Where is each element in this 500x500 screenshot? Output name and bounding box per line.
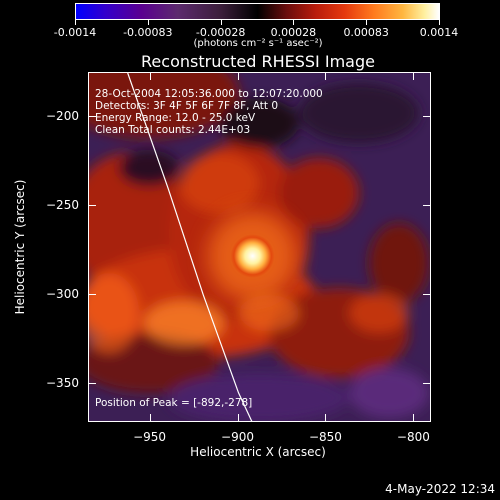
y-axis-tick (88, 382, 96, 384)
image-plot (88, 72, 431, 422)
y-axis-tick (423, 294, 431, 296)
y-axis-tick-label: −300 (46, 287, 79, 302)
x-axis-label: Heliocentric X (arcsec) (190, 445, 326, 459)
energy-range-text: Energy Range: 12.0 - 25.0 keV (95, 112, 256, 124)
colorbar-tick (439, 20, 440, 25)
x-axis-tick (149, 414, 151, 422)
colorbar-tick-label: -0.00028 (195, 26, 246, 39)
y-axis-tick (88, 205, 96, 207)
y-axis-tick-label: −350 (46, 375, 79, 390)
x-axis-tick-label: −850 (308, 430, 342, 444)
clean-counts-text: Clean Total counts: 2.44E+03 (95, 124, 251, 136)
colorbar-unit-label: (photons cm⁻² s⁻¹ asec⁻²) (193, 38, 323, 49)
y-axis-tick-label: −250 (46, 198, 79, 213)
y-axis-tick (423, 382, 431, 384)
time-range-text: 28-Oct-2004 12:05:36.000 to 12:07:20.000 (95, 88, 323, 100)
colorbar (75, 3, 440, 20)
x-axis-tick (237, 72, 239, 80)
plot-title: Reconstructed RHESSI Image (141, 52, 375, 71)
detectors-text: Detectors: 3F 4F 5F 6F 7F 8F, Att 0 (95, 100, 279, 112)
x-axis-tick-label: −800 (396, 430, 430, 444)
x-axis-tick-label: −950 (133, 430, 167, 444)
colorbar-tick-label: -0.00083 (123, 26, 173, 39)
x-axis-tick (413, 72, 415, 80)
x-axis-tick (325, 414, 327, 422)
colorbar-tick (147, 20, 149, 25)
timestamp: 4-May-2022 12:34 (385, 482, 495, 496)
y-axis-tick (88, 116, 96, 118)
solar-limb-line (127, 73, 253, 421)
y-axis-tick (88, 294, 96, 296)
x-axis-tick (413, 414, 415, 422)
colorbar-tick-label: 0.00083 (343, 26, 389, 39)
colorbar-tick-label: 0.00028 (270, 26, 317, 39)
peak-position-text: Position of Peak = [-892,-278] (95, 397, 253, 409)
x-axis-tick-label: −900 (221, 430, 254, 444)
y-axis-tick (423, 116, 431, 118)
y-axis-label: Heliocentric Y (arcsec) (13, 179, 27, 315)
colorbar-tick-label: 0.0014 (419, 26, 459, 39)
colorbar-tick-label: -0.0014 (53, 26, 97, 39)
heatmap-image (89, 73, 430, 421)
colorbar-tick (75, 20, 76, 25)
x-axis-tick (237, 414, 239, 422)
peak-source (230, 233, 275, 278)
y-axis-tick (423, 205, 431, 207)
x-axis-tick (325, 72, 327, 80)
colorbar-tick (366, 20, 368, 25)
colorbar-tick (293, 20, 295, 25)
colorbar-tick (220, 20, 222, 25)
x-axis-tick (149, 72, 151, 80)
y-axis-tick-label: −200 (46, 109, 79, 124)
